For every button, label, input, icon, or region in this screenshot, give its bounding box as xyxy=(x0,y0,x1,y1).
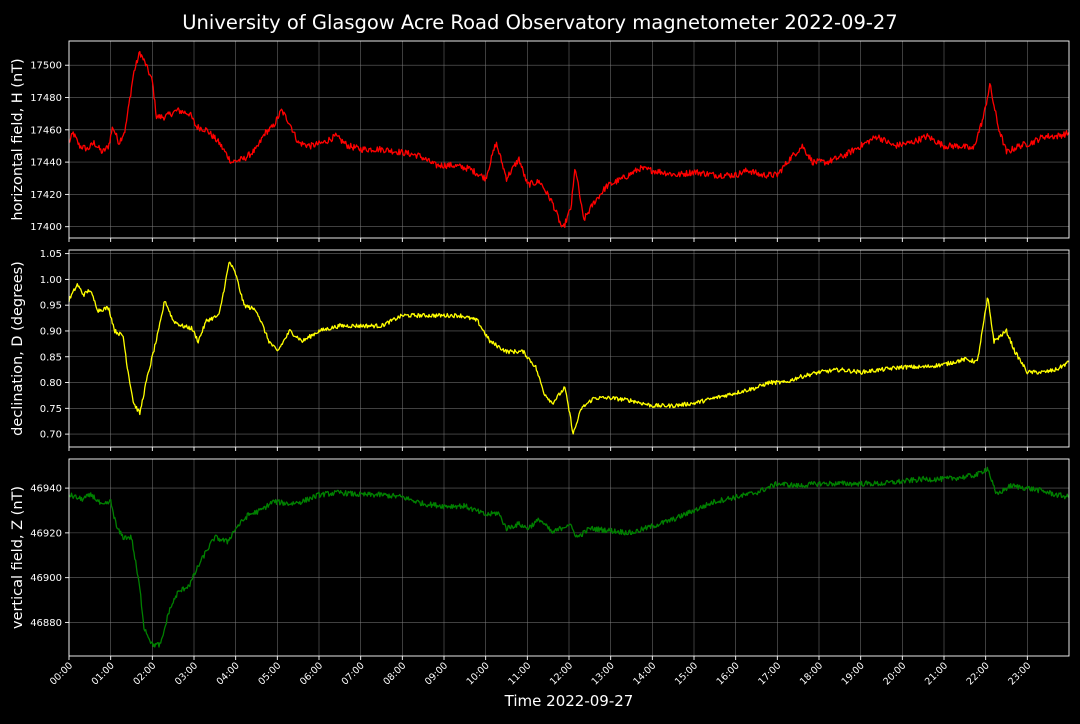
data-line xyxy=(68,50,1070,229)
panel-2: 0.70 0.75 0.80 0.85 0.90 0.95 1.00 1.05 declinat… xyxy=(10,249,1070,451)
y-tick-label: 1.05 xyxy=(40,249,62,260)
data-line xyxy=(68,466,1070,648)
y-tick-label: 0.80 xyxy=(40,378,62,389)
y-axis-label: declination, D (degrees) xyxy=(10,261,26,436)
y-axis-label: vertical field, Z (nT) xyxy=(10,486,26,629)
y-tick-label: 0.85 xyxy=(40,352,62,363)
y-tick-label: 0.70 xyxy=(40,430,62,441)
y-tick-label: 46940 xyxy=(30,484,62,495)
chart-title: University of Glasgow Acre Road Observat… xyxy=(182,11,897,34)
y-tick-label: 17440 xyxy=(30,158,62,169)
y-tick-label: 46920 xyxy=(30,528,62,539)
y-axis-label: horizontal field, H (nT) xyxy=(10,58,26,220)
y-tick-label: 17400 xyxy=(30,222,62,233)
y-tick-label: 46900 xyxy=(30,573,62,584)
y-tick-label: 17500 xyxy=(30,61,62,72)
y-tick-label: 46880 xyxy=(30,618,62,629)
y-tick-label: 0.90 xyxy=(40,326,62,337)
y-tick-label: 17480 xyxy=(30,93,62,104)
y-tick-label: 0.95 xyxy=(40,301,62,312)
x-axis-label: Time 2022-09-27 xyxy=(504,692,634,710)
y-tick-label: 17460 xyxy=(30,125,62,136)
y-tick-label: 17420 xyxy=(30,190,62,201)
y-tick-label: 1.00 xyxy=(40,275,62,286)
data-line xyxy=(68,261,1070,435)
y-tick-label: 0.75 xyxy=(40,404,62,415)
panel-1: 17400 17420 17440 17460 17480 17500 horizontal… xyxy=(10,40,1070,242)
